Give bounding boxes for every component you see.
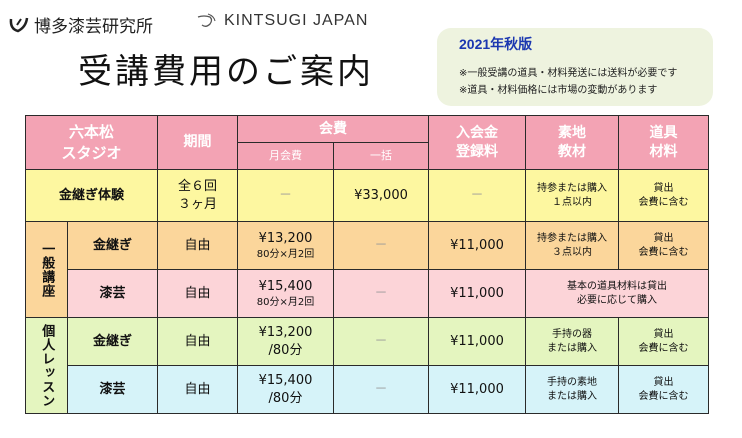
lump-cell: － [333, 365, 429, 414]
entry-cell: － [428, 169, 526, 222]
header-tools: 道具 材料 [618, 115, 709, 170]
lab-logo: 博多漆芸研究所 [8, 12, 153, 37]
header-studio-text: 六本松 スタジオ [61, 123, 122, 162]
monthly-sub: 80分×月2回 [256, 248, 315, 260]
monthly-price: ¥13,200 [258, 230, 313, 246]
monthly-cell: ¥15,400 80分×月2回 [237, 269, 334, 318]
monthly-cell: － [237, 169, 334, 222]
notice-price: ※道具・材料価格には市場の変動があります [459, 85, 658, 96]
notice-box: 2021年秋版 ※一般受講の道具・材料発送には送料が必要です ※道具・材料価格に… [437, 28, 713, 106]
course-name: 金継ぎ [67, 317, 158, 366]
table-row: 一般講座 金継ぎ 自由 ¥13,200 80分×月2回 － ¥11,000 持参… [25, 221, 709, 318]
period-cell: 自由 [157, 365, 238, 414]
period-cell: 自由 [157, 317, 238, 366]
brand-logo: KINTSUGI JAPAN [196, 12, 368, 30]
header-monthly: 月会費 [237, 142, 334, 170]
lump-cell: － [333, 221, 429, 270]
entry-cell: ¥11,000 [428, 365, 526, 414]
material-cell: 手持の素地 または購入 [525, 365, 619, 414]
monthly-price: ¥13,200 [258, 324, 313, 340]
group-general-label: 一般講座 [39, 241, 55, 298]
material-cell: 手持の器 または購入 [525, 317, 619, 366]
course-name: 漆芸 [67, 269, 158, 318]
period-cell: 自由 [157, 269, 238, 318]
lab-logo-text: 博多漆芸研究所 [34, 17, 153, 37]
entry-cell: ¥11,000 [428, 269, 526, 318]
lump-cell: ¥33,000 [333, 169, 429, 222]
bowl-mark-icon [197, 13, 216, 27]
material-cell: 持参または購入 ３点以内 [525, 221, 619, 270]
header-studio: 六本松 スタジオ [25, 115, 158, 170]
table-row: 漆芸 自由 ¥15,400 80分×月2回 － ¥11,000 基本の道具材料は… [26, 269, 709, 318]
table-row: 金継ぎ体験 全６回 ３ヶ月 － ¥33,000 － 持参または購入 １点以内 貸… [25, 169, 709, 222]
period-cell: 全６回 ３ヶ月 [157, 169, 238, 222]
header-period: 期間 [157, 115, 238, 170]
entry-cell: ¥11,000 [428, 317, 526, 366]
monthly-cell: ¥15,400 /80分 [237, 365, 334, 414]
material-tools-cell: 基本の道具材料は貸出 必要に応じて購入 [525, 269, 709, 318]
monthly-cell: ¥13,200 /80分 [237, 317, 334, 366]
season-label: 2021年秋版 [459, 36, 533, 52]
lump-cell: － [333, 317, 429, 366]
course-name: 金継ぎ体験 [25, 169, 158, 222]
table-row: 個人レッスン 金継ぎ 自由 ¥13,200 /80分 － ¥11,000 手持の… [25, 317, 709, 414]
group-private: 個人レッスン [25, 317, 68, 414]
monthly-price: ¥15,400 [258, 372, 313, 388]
monthly-price: ¥15,400 [258, 278, 313, 294]
tools-cell: 貸出 会費に含む [618, 317, 709, 366]
brand-logo-text: KINTSUGI JAPAN [224, 12, 369, 29]
notice-shipping: ※一般受講の道具・材料発送には送料が必要です [459, 68, 678, 79]
period-cell: 自由 [157, 221, 238, 270]
header-fee: 会費 [237, 115, 429, 143]
course-name: 金継ぎ [67, 221, 158, 270]
material-cell: 持参または購入 １点以内 [525, 169, 619, 222]
tools-cell: 貸出 会費に含む [618, 221, 709, 270]
header-material: 素地 教材 [525, 115, 619, 170]
tools-cell: 貸出 会費に含む [618, 169, 709, 222]
header-entry: 入会金 登録料 [428, 115, 526, 170]
monthly-sub: 80分×月2回 [256, 296, 315, 308]
group-private-label: 個人レッスン [39, 323, 55, 408]
group-general: 一般講座 [25, 221, 68, 318]
page-title: 受講費用のご案内 [78, 52, 374, 92]
header-lump: 一括 [333, 142, 429, 170]
table-row: 漆芸 自由 ¥15,400 /80分 － ¥11,000 手持の素地 または購入… [26, 365, 709, 414]
tools-cell: 貸出 会費に含む [618, 365, 709, 414]
fee-table: 六本松 スタジオ 期間 会費 入会金 登録料 素地 教材 道具 材料 月会費 一… [25, 115, 709, 414]
monthly-sub: /80分 [268, 342, 303, 358]
brush-mark-icon [9, 17, 29, 32]
course-name: 漆芸 [67, 365, 158, 414]
monthly-sub: /80分 [268, 390, 303, 406]
monthly-cell: ¥13,200 80分×月2回 [237, 221, 334, 270]
entry-cell: ¥11,000 [428, 221, 526, 270]
lump-cell: － [333, 269, 429, 318]
